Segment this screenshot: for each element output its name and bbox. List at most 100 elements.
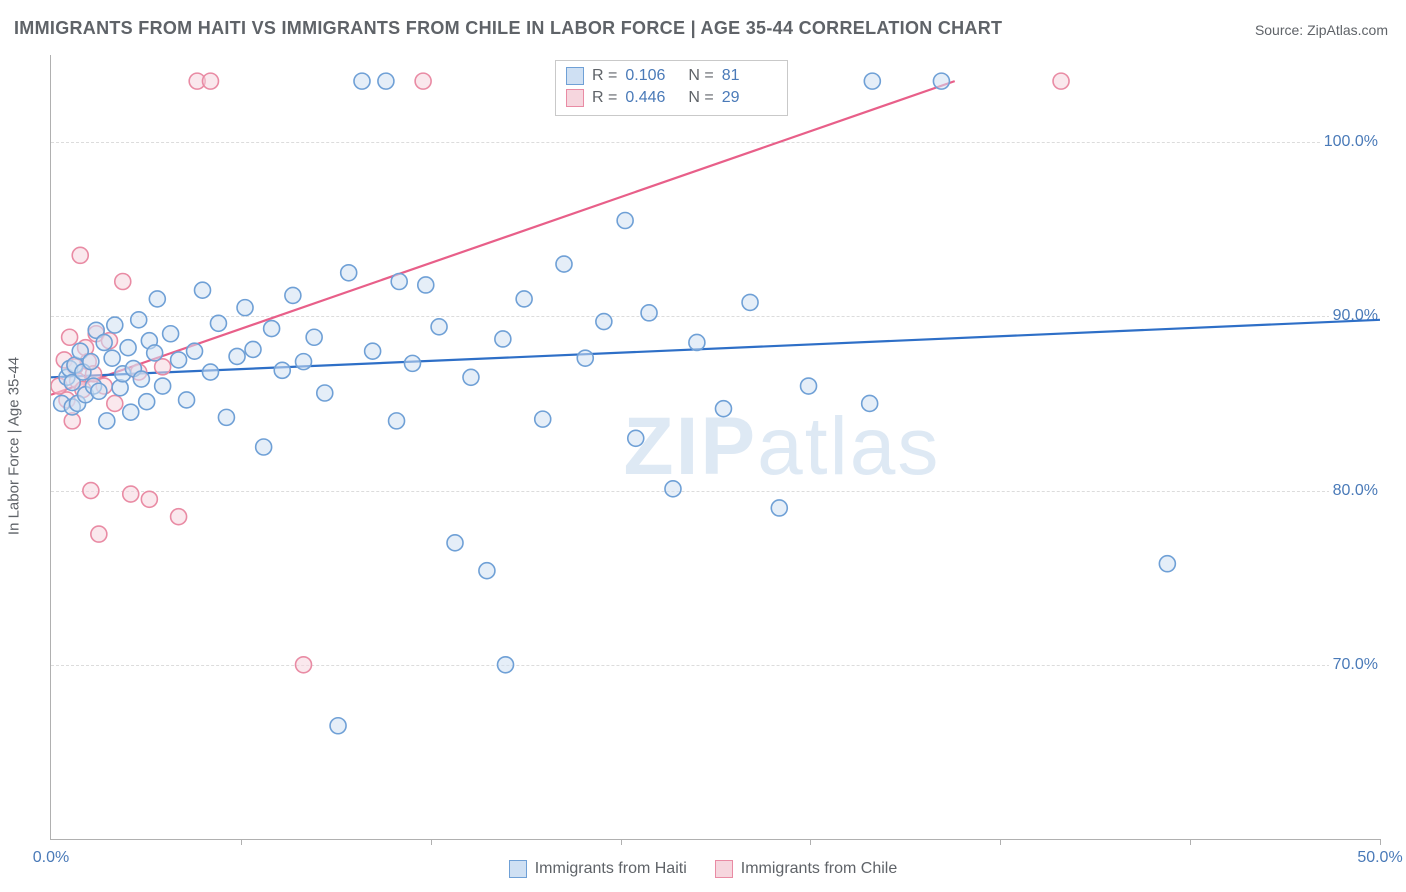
y-axis-label: In Labor Force | Age 35-44 [6,357,23,535]
data-point [91,526,107,542]
data-point [535,411,551,427]
x-tick [1190,839,1191,845]
data-point [229,348,245,364]
data-point [131,312,147,328]
data-point [83,354,99,370]
data-point [139,394,155,410]
data-point [463,369,479,385]
data-point [330,718,346,734]
data-point [91,383,107,399]
data-point [1159,556,1175,572]
x-tick [1000,839,1001,845]
stat-value-r: 0.446 [625,87,680,109]
data-point [237,300,253,316]
data-point [771,500,787,516]
data-point [617,213,633,229]
stats-legend-row: R = 0.106 N = 81 [566,65,777,87]
data-point [317,385,333,401]
data-point [516,291,532,307]
data-point [99,413,115,429]
data-point [354,73,370,89]
data-point [274,362,290,378]
data-point [447,535,463,551]
stats-legend: R = 0.106 N = 81 R = 0.446 N = 29 [555,60,788,116]
scatter-svg [51,55,1380,839]
data-point [155,378,171,394]
stats-legend-row: R = 0.446 N = 29 [566,87,777,109]
data-point [62,329,78,345]
data-point [577,350,593,366]
stat-value-n: 81 [722,65,777,87]
data-point [641,305,657,321]
data-point [389,413,405,429]
data-point [218,409,234,425]
data-point [418,277,434,293]
data-point [415,73,431,89]
data-point [72,247,88,263]
data-point [296,354,312,370]
data-point [431,319,447,335]
data-point [596,314,612,330]
data-point [715,401,731,417]
data-point [378,73,394,89]
legend-swatch-icon [566,67,584,85]
data-point [149,291,165,307]
data-point [187,343,203,359]
data-point [256,439,272,455]
data-point [742,294,758,310]
x-tick [241,839,242,845]
plot-area: ZIPatlas 70.0%80.0%90.0%100.0%0.0%50.0% [50,55,1380,840]
data-point [202,364,218,380]
data-point [404,355,420,371]
x-tick [621,839,622,845]
data-point [107,395,123,411]
stat-label-r: R = [592,87,617,109]
data-point [864,73,880,89]
data-point [801,378,817,394]
data-point [147,345,163,361]
data-point [179,392,195,408]
data-point [341,265,357,281]
data-point [107,317,123,333]
x-tick [810,839,811,845]
data-point [210,315,226,331]
data-point [1053,73,1069,89]
data-point [264,321,280,337]
data-point [245,341,261,357]
data-point [498,657,514,673]
data-point [195,282,211,298]
data-point [285,287,301,303]
series-legend: Immigrants from Haiti Immigrants from Ch… [0,860,1406,878]
data-point [665,481,681,497]
x-tick [1380,839,1381,845]
stat-value-n: 29 [722,87,777,109]
chart-title: IMMIGRANTS FROM HAITI VS IMMIGRANTS FROM… [14,18,1002,39]
chart-container: IMMIGRANTS FROM HAITI VS IMMIGRANTS FROM… [0,0,1406,892]
data-point [133,371,149,387]
data-point [141,491,157,507]
data-point [479,563,495,579]
data-point [689,334,705,350]
data-point [628,430,644,446]
stat-label-r: R = [592,65,617,87]
data-point [296,657,312,673]
data-point [171,509,187,525]
series-legend-item: Immigrants from Haiti [509,860,687,878]
data-point [306,329,322,345]
data-point [365,343,381,359]
data-point [120,340,136,356]
legend-swatch-icon [509,860,527,878]
data-point [171,352,187,368]
data-point [933,73,949,89]
data-point [163,326,179,342]
series-legend-label: Immigrants from Haiti [535,860,687,878]
series-legend-item: Immigrants from Chile [715,860,897,878]
data-point [115,273,131,289]
series-legend-label: Immigrants from Chile [741,860,897,878]
legend-swatch-icon [715,860,733,878]
data-point [495,331,511,347]
data-point [202,73,218,89]
data-point [123,404,139,420]
data-point [391,273,407,289]
data-point [862,395,878,411]
